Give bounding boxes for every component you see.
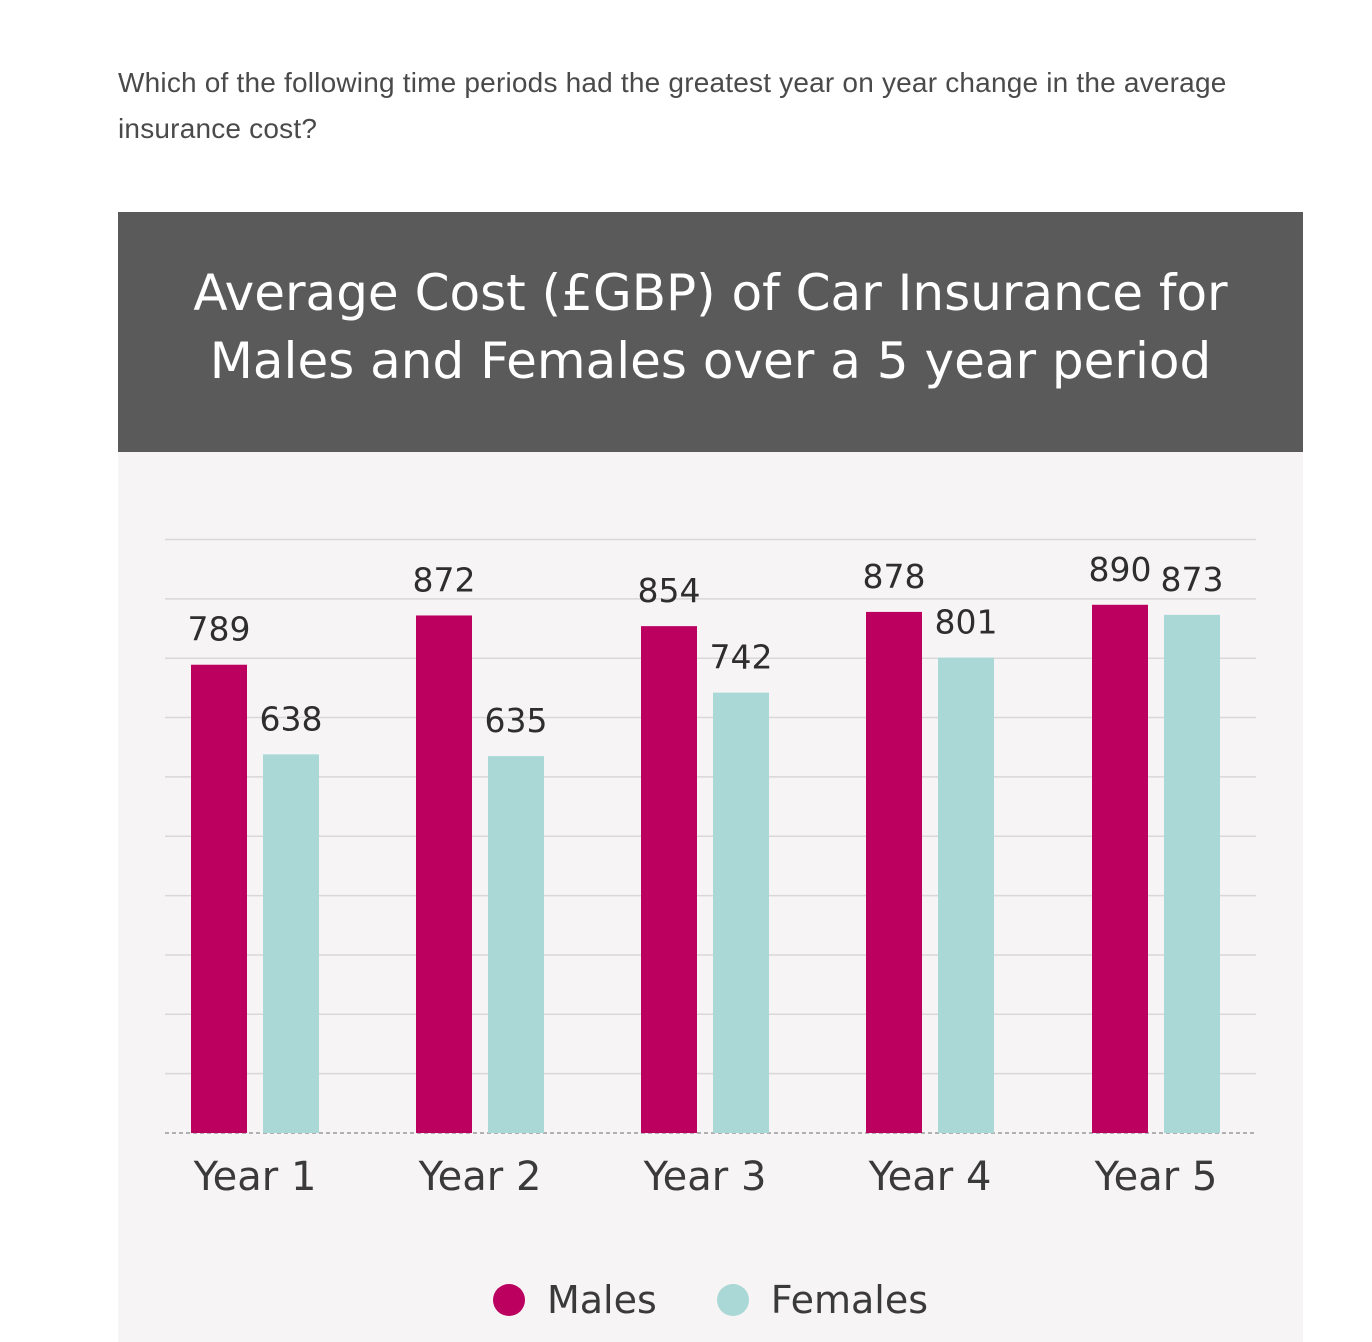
chart-title: Average Cost (£GBP) of Car Insurance for… xyxy=(151,259,1271,395)
x-tick-label: Year 1 xyxy=(193,1154,317,1200)
bar-males-year-4 xyxy=(866,611,922,1133)
bar-females-year-2 xyxy=(488,756,544,1133)
legend-item-females: Females xyxy=(716,1278,928,1322)
legend-swatch-males xyxy=(492,1284,525,1316)
data-label-females: 873 xyxy=(1161,560,1224,599)
chart-title-line-1: Average Cost (£GBP) of Car Insurance for xyxy=(193,264,1228,322)
bar-males-year-3 xyxy=(641,626,697,1133)
bar-females-year-3 xyxy=(713,692,769,1133)
data-label-males: 872 xyxy=(413,560,476,599)
data-label-females: 801 xyxy=(935,603,998,642)
data-label-males: 890 xyxy=(1089,550,1152,589)
chart-header: Average Cost (£GBP) of Car Insurance for… xyxy=(118,212,1303,452)
legend-item-males: Males xyxy=(492,1278,657,1322)
x-tick-label: Year 3 xyxy=(643,1154,767,1200)
chart-card: Average Cost (£GBP) of Car Insurance for… xyxy=(118,212,1303,1342)
data-label-females: 742 xyxy=(710,638,773,677)
bar-females-year-1 xyxy=(263,754,319,1133)
chart-title-line-2: Males and Females over a 5 year period xyxy=(209,332,1212,390)
bar-males-year-5 xyxy=(1092,604,1148,1133)
x-tick-label: Year 5 xyxy=(1094,1154,1218,1200)
x-tick-label: Year 2 xyxy=(418,1154,542,1200)
data-label-males: 878 xyxy=(863,557,926,596)
legend-swatch-females xyxy=(716,1284,749,1316)
bar-females-year-4 xyxy=(938,657,994,1133)
bar-males-year-2 xyxy=(416,615,472,1133)
data-label-females: 635 xyxy=(485,701,548,740)
data-label-males: 789 xyxy=(188,610,251,649)
bar-males-year-1 xyxy=(191,664,247,1133)
data-label-females: 638 xyxy=(260,699,323,738)
legend-label-females: Females xyxy=(770,1278,928,1322)
x-tick-label: Year 4 xyxy=(868,1154,992,1200)
legend-label-males: Males xyxy=(546,1278,657,1322)
question-text: Which of the following time periods had … xyxy=(118,67,1227,144)
legend: Males Females xyxy=(118,1270,1303,1330)
bar-females-year-5 xyxy=(1164,614,1220,1133)
data-label-males: 854 xyxy=(638,571,701,610)
